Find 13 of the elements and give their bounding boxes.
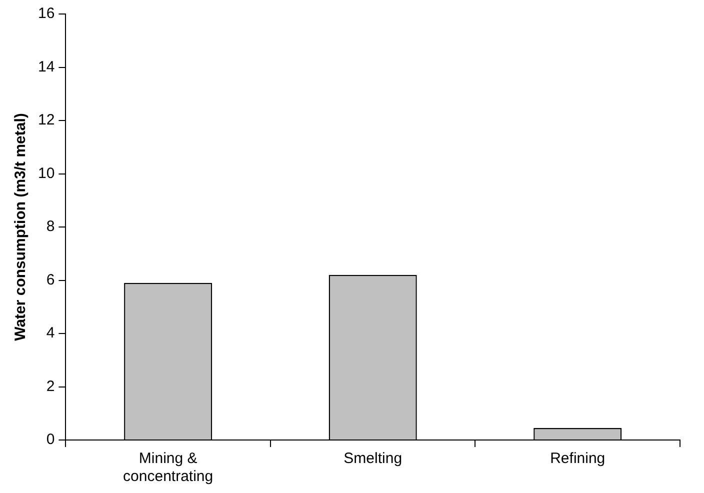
x-tick-label: Refining: [550, 450, 606, 468]
y-tick-label: 16: [38, 5, 55, 22]
y-tick-label: 0: [46, 431, 55, 448]
x-tick-label: Smelting: [344, 450, 402, 468]
y-tick-label: 14: [38, 58, 55, 76]
y-tick-label: 6: [46, 271, 55, 288]
y-tick-label: 12: [38, 112, 55, 129]
y-tick-label: 8: [46, 218, 55, 236]
y-tick-label: 2: [46, 378, 55, 395]
x-tick-label: Mining & concentrating: [123, 450, 214, 486]
y-tick-label: 10: [38, 164, 55, 182]
y-axis-title: Water consumption (m3/t metal): [12, 113, 30, 341]
y-tick-label: 4: [46, 324, 55, 342]
